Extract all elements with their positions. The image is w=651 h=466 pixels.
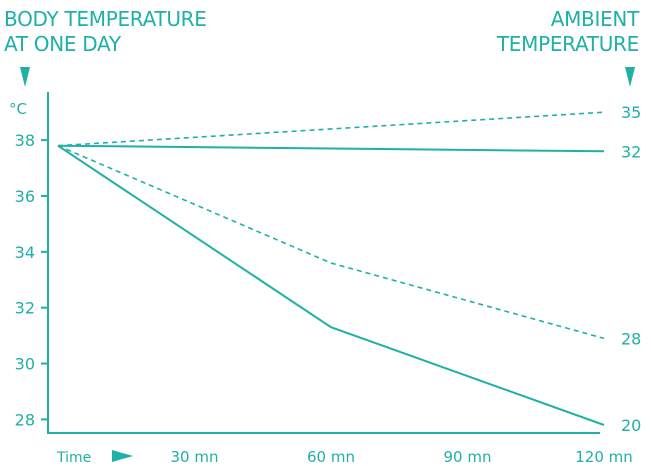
series-end-label: 32 (621, 142, 641, 161)
right-axis-header: AMBIENT TEMPERATURE (497, 7, 639, 57)
series-layer (57, 111, 605, 426)
y-tick-label: 36 (15, 187, 35, 206)
series-end-label: 20 (621, 416, 641, 435)
right-arrow-icon (112, 450, 133, 462)
x-ticks: 30 mn 60 mn 90 mn 120 mn (171, 448, 633, 466)
series-line-20 (57, 144, 605, 426)
y-tick-label: 38 (15, 131, 35, 150)
x-axis-label: Time (56, 450, 91, 466)
series-line-32 (57, 144, 605, 153)
y-tick-label: 32 (15, 299, 35, 318)
x-tick-label: 90 mn (444, 448, 492, 466)
x-tick-label: 30 mn (171, 448, 219, 466)
series-end-label: 28 (621, 329, 641, 348)
series-line-28 (57, 144, 605, 340)
series-end-label: 35 (621, 103, 641, 122)
y-axis-unit: °C (9, 100, 27, 118)
y-tick-label: 30 (15, 355, 35, 374)
down-triangle-icon (20, 67, 30, 87)
left-header-line2: AT ONE DAY (4, 32, 121, 56)
left-axis-header: BODY TEMPERATURE AT ONE DAY (4, 7, 207, 57)
y-tick-label: 34 (15, 243, 35, 262)
x-tick-label: 60 mn (307, 448, 355, 466)
series-line-35 (57, 111, 605, 147)
series-end-labels: 35 32 28 20 (621, 103, 641, 435)
right-header-line1: AMBIENT (550, 7, 640, 31)
left-header-line1: BODY TEMPERATURE (4, 7, 207, 31)
down-triangle-icon (625, 67, 635, 87)
y-tick-label: 28 (15, 410, 35, 429)
y-ticks: 28 30 32 34 36 38 (15, 131, 48, 429)
right-header-line2: TEMPERATURE (496, 32, 639, 56)
x-tick-label: 120 mn (575, 448, 633, 466)
